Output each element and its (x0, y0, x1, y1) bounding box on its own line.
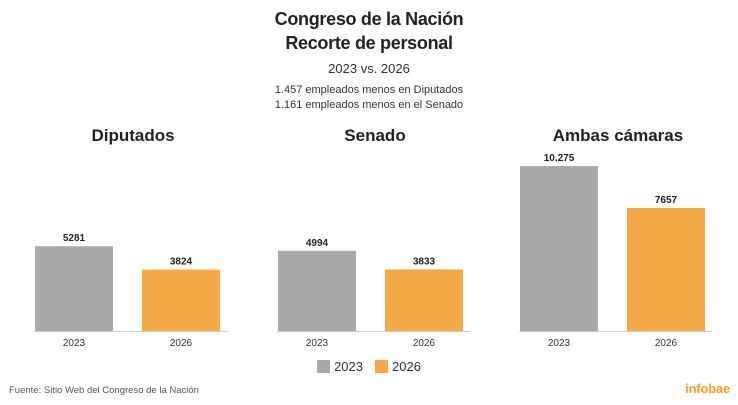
legend-swatch-2023 (317, 360, 331, 373)
bar-2023 (520, 166, 598, 331)
chart-subtitle: 2023 vs. 2026 (328, 61, 410, 76)
panel-title-senado: Senado (344, 126, 406, 145)
legend-label-2026: 2026 (392, 359, 421, 374)
x-tick-label: 2026 (170, 338, 193, 349)
data-label: 3833 (413, 256, 436, 267)
note-diputados: 1.457 empleados menos en Diputados (274, 84, 464, 96)
bar-2023 (278, 250, 356, 331)
data-label: 7657 (655, 195, 678, 206)
bar-2026 (142, 269, 220, 331)
legend-item-2026: 2026 (375, 359, 421, 374)
bar-2023 (35, 246, 113, 331)
chart-title-line2: Recorte de personal (285, 33, 453, 53)
note-senado: 1.161 empleados menos en el Senado (274, 99, 464, 111)
x-tick-label: 2023 (306, 338, 329, 349)
chart-title: Congreso de la Nación (274, 9, 464, 29)
source-note: Fuente: Sitio Web del Congreso de la Nac… (9, 385, 199, 396)
panel-title-diputados: Diputados (91, 126, 175, 145)
data-label: 4994 (306, 238, 329, 249)
data-label: 3824 (170, 257, 193, 268)
legend: 2023 2026 (0, 359, 738, 374)
legend-swatch-2026 (375, 360, 388, 373)
x-tick-label: 2026 (413, 338, 436, 349)
brand-logo: infobae (685, 381, 730, 396)
bar-2026 (385, 269, 463, 331)
x-tick-label: 2023 (548, 338, 571, 349)
x-tick-label: 2023 (63, 338, 86, 349)
x-tick-label: 2026 (655, 338, 678, 349)
legend-label-2023: 2023 (334, 359, 363, 374)
panel-title-ambas: Ambas cámaras (552, 126, 684, 145)
data-label: 10.275 (544, 153, 575, 164)
bar-2026 (627, 208, 705, 331)
data-label: 5281 (63, 233, 86, 244)
legend-item-2023: 2023 (317, 359, 363, 374)
